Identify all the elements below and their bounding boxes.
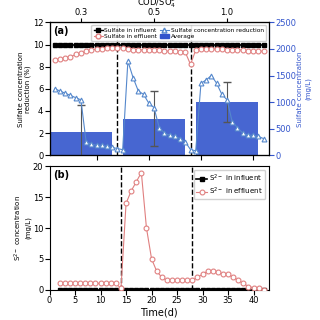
S$^{2-}$ in effluent: [262, 288, 266, 292]
S$^{2-}$ in effluent: [155, 269, 159, 273]
S$^{2-}$ in effluent: [145, 226, 148, 230]
S$^{2-}$ in influent: [145, 288, 148, 292]
S$^{2-}$ in effluent: [196, 275, 199, 279]
S$^{2-}$ in effluent: [190, 278, 194, 282]
S$^{2-}$ in effluent: [221, 272, 225, 276]
S$^{2-}$ in effluent: [231, 275, 235, 279]
S$^{2-}$ in influent: [88, 288, 92, 292]
S$^{2-}$ in influent: [155, 288, 159, 292]
S$^{2-}$ in influent: [104, 288, 108, 292]
S$^{2-}$ in influent: [109, 288, 113, 292]
X-axis label: Time(d): Time(d): [140, 308, 178, 318]
S$^{2-}$ in influent: [63, 288, 67, 292]
S$^{2-}$ in influent: [216, 288, 220, 292]
S$^{2-}$ in influent: [68, 288, 72, 292]
S$^{2-}$ in influent: [73, 288, 77, 292]
S$^{2-}$ in influent: [160, 288, 164, 292]
S$^{2-}$ in effluent: [252, 286, 255, 290]
S$^{2-}$ in influent: [252, 288, 255, 292]
S$^{2-}$ in influent: [185, 288, 189, 292]
Text: (a): (a): [53, 26, 68, 36]
S$^{2-}$ in influent: [129, 288, 133, 292]
Y-axis label: Sulfate concentration
(mg/L): Sulfate concentration (mg/L): [297, 51, 311, 126]
Bar: [50, 132, 112, 155]
Y-axis label: Sulfate concentration
reduction (%): Sulfate concentration reduction (%): [18, 51, 31, 126]
S$^{2-}$ in effluent: [68, 282, 72, 285]
S$^{2-}$ in effluent: [78, 282, 82, 285]
S$^{2-}$ in influent: [114, 288, 118, 292]
S$^{2-}$ in influent: [175, 288, 179, 292]
S$^{2-}$ in influent: [124, 288, 128, 292]
S$^{2-}$ in effluent: [119, 286, 123, 290]
S$^{2-}$ in influent: [84, 288, 87, 292]
S$^{2-}$ in effluent: [236, 278, 240, 282]
Bar: [196, 102, 258, 155]
Y-axis label: S$^{2-}$ concentration
(mg/L): S$^{2-}$ concentration (mg/L): [13, 195, 31, 261]
S$^{2-}$ in effluent: [175, 278, 179, 282]
S$^{2-}$ in influent: [221, 288, 225, 292]
S$^{2-}$ in effluent: [73, 282, 77, 285]
S$^{2-}$ in effluent: [99, 282, 102, 285]
S$^{2-}$ in effluent: [124, 202, 128, 205]
S$^{2-}$ in influent: [201, 288, 204, 292]
S$^{2-}$ in effluent: [241, 282, 245, 285]
S$^{2-}$ in influent: [246, 288, 250, 292]
S$^{2-}$ in effluent: [185, 278, 189, 282]
S$^{2-}$ in effluent: [170, 278, 174, 282]
S$^{2-}$ in effluent: [140, 171, 143, 174]
S$^{2-}$ in effluent: [104, 282, 108, 285]
S$^{2-}$ in effluent: [84, 282, 87, 285]
S$^{2-}$ in influent: [211, 288, 215, 292]
S$^{2-}$ in influent: [196, 288, 199, 292]
Legend: Sulfate in influent, Sulfate in effluent, Sulfate concentration reduction, Avera: Sulfate in influent, Sulfate in effluent…: [92, 25, 266, 41]
S$^{2-}$ in influent: [140, 288, 143, 292]
S$^{2-}$ in effluent: [58, 282, 62, 285]
S$^{2-}$ in influent: [150, 288, 154, 292]
S$^{2-}$ in influent: [236, 288, 240, 292]
S$^{2-}$ in effluent: [88, 282, 92, 285]
S$^{2-}$ in influent: [226, 288, 230, 292]
S$^{2-}$ in influent: [231, 288, 235, 292]
S$^{2-}$ in effluent: [93, 282, 97, 285]
S$^{2-}$ in influent: [165, 288, 169, 292]
S$^{2-}$ in effluent: [63, 282, 67, 285]
Line: S$^{2-}$ in influent: S$^{2-}$ in influent: [57, 287, 266, 292]
S$^{2-}$ in influent: [262, 288, 266, 292]
S$^{2-}$ in influent: [190, 288, 194, 292]
S$^{2-}$ in effluent: [165, 278, 169, 282]
S$^{2-}$ in influent: [180, 288, 184, 292]
Legend: S$^{2-}$ in influent, S$^{2-}$ in effluent: S$^{2-}$ in influent, S$^{2-}$ in efflue…: [194, 170, 265, 199]
S$^{2-}$ in influent: [119, 288, 123, 292]
S$^{2-}$ in effluent: [134, 180, 138, 184]
S$^{2-}$ in influent: [99, 288, 102, 292]
S$^{2-}$ in influent: [170, 288, 174, 292]
S$^{2-}$ in effluent: [114, 282, 118, 285]
S$^{2-}$ in effluent: [206, 269, 210, 273]
S$^{2-}$ in effluent: [211, 269, 215, 273]
S$^{2-}$ in influent: [206, 288, 210, 292]
S$^{2-}$ in effluent: [201, 272, 204, 276]
Bar: [123, 119, 185, 155]
S$^{2-}$ in effluent: [246, 284, 250, 288]
X-axis label: COD/SO$_4^{2-}$: COD/SO$_4^{2-}$: [137, 0, 182, 10]
S$^{2-}$ in influent: [58, 288, 62, 292]
S$^{2-}$ in effluent: [257, 286, 260, 290]
S$^{2-}$ in influent: [257, 288, 260, 292]
S$^{2-}$ in effluent: [180, 278, 184, 282]
S$^{2-}$ in effluent: [226, 272, 230, 276]
S$^{2-}$ in effluent: [216, 270, 220, 274]
S$^{2-}$ in influent: [134, 288, 138, 292]
S$^{2-}$ in effluent: [129, 189, 133, 193]
S$^{2-}$ in influent: [93, 288, 97, 292]
S$^{2-}$ in effluent: [109, 282, 113, 285]
Text: (b): (b): [53, 170, 69, 180]
S$^{2-}$ in influent: [241, 288, 245, 292]
S$^{2-}$ in influent: [78, 288, 82, 292]
S$^{2-}$ in effluent: [160, 275, 164, 279]
S$^{2-}$ in effluent: [150, 257, 154, 261]
Line: S$^{2-}$ in effluent: S$^{2-}$ in effluent: [57, 170, 266, 292]
